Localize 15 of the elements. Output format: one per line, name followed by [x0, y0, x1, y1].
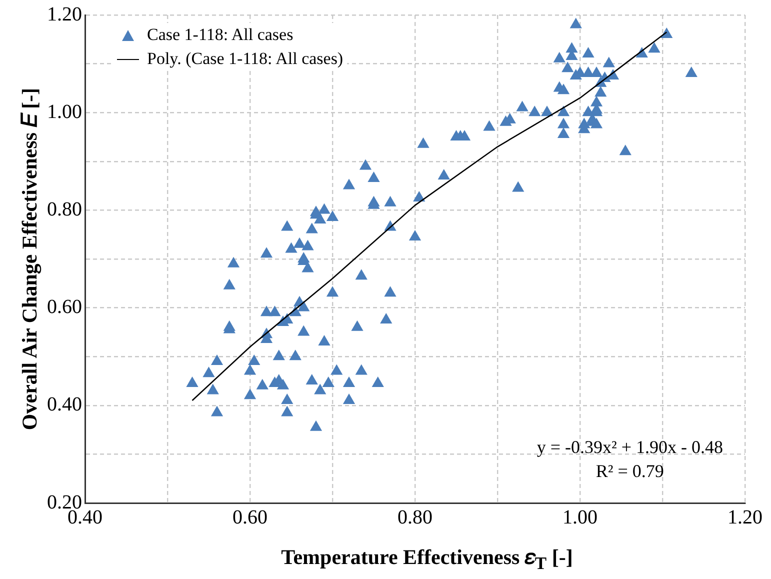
x-tick-label: 0.60: [232, 506, 268, 528]
y-tick-label: 1.00: [47, 100, 82, 123]
annotation: y = -0.39x² + 1.90x - 0.48: [536, 437, 723, 457]
x-tick-label: 0.80: [398, 506, 432, 528]
annotation: R² = 0.79: [596, 461, 664, 481]
x-tick-label: 1.00: [562, 506, 598, 528]
y-tick-label: 1.20: [47, 3, 82, 26]
y-axis-title: Overall Air Change Effectiveness 𝐸 [-]: [18, 88, 42, 430]
x-tick-label: 1.20: [728, 506, 762, 528]
y-tick-label: 0.80: [47, 198, 82, 220]
y-tick-label: 0.40: [47, 394, 82, 416]
legend-label: Case 1-118: All cases: [147, 24, 294, 46]
y-tick-label: 0.60: [47, 296, 82, 318]
legend-label: Poly. (Case 1-118: All cases): [147, 48, 344, 70]
x-axis-title: Temperature Effectiveness 𝜀$_{T}$ [-]: [280, 545, 574, 574]
